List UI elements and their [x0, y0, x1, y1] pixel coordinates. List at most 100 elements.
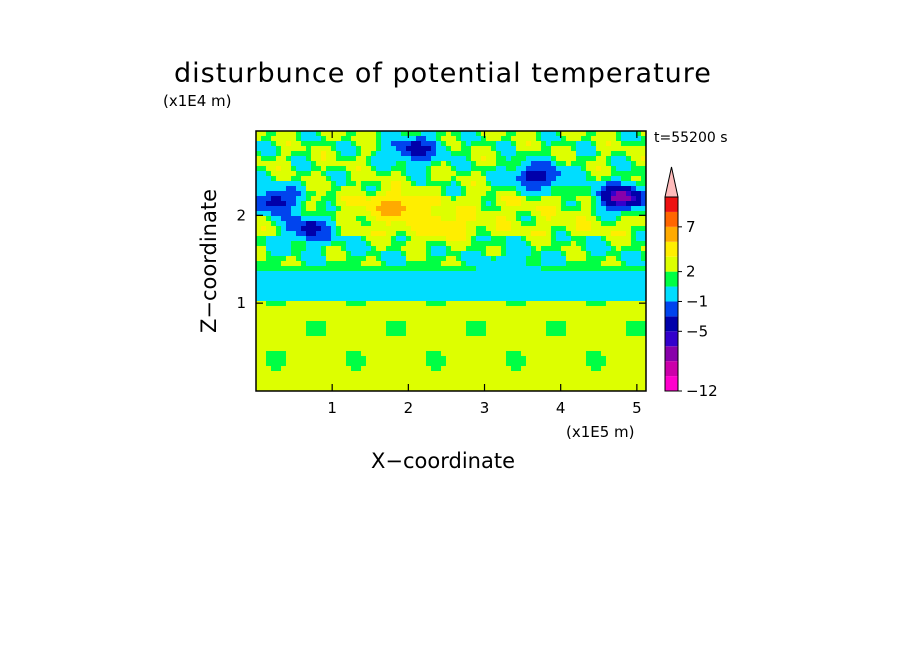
- field-cell: [641, 381, 646, 387]
- field-cell: [561, 271, 567, 277]
- field-cell: [556, 341, 562, 347]
- field-cell: [466, 191, 472, 197]
- field-cell: [321, 201, 327, 207]
- field-cell: [551, 366, 557, 372]
- field-cell: [531, 146, 537, 152]
- field-cell: [546, 311, 552, 317]
- field-cell: [386, 211, 392, 217]
- field-cell: [276, 386, 282, 391]
- field-cell: [301, 246, 307, 252]
- field-cell: [401, 271, 407, 277]
- field-cell: [551, 191, 557, 197]
- field-cell: [521, 321, 527, 327]
- field-cell: [466, 351, 472, 357]
- field-cell: [316, 206, 322, 212]
- field-cell: [486, 321, 492, 327]
- field-cell: [576, 191, 582, 197]
- field-cell: [456, 256, 462, 262]
- field-cell: [336, 291, 342, 297]
- field-cell: [296, 321, 302, 327]
- field-cell: [581, 286, 587, 292]
- field-cell: [636, 161, 642, 167]
- field-cell: [416, 356, 422, 362]
- field-cell: [576, 286, 582, 292]
- field-cell: [276, 166, 282, 172]
- field-cell: [351, 371, 357, 377]
- field-cell: [406, 311, 412, 317]
- field-cell: [311, 346, 317, 352]
- field-cell: [596, 296, 602, 302]
- field-cell: [286, 181, 292, 187]
- field-cell: [301, 191, 307, 197]
- field-cell: [641, 256, 646, 262]
- field-cell: [546, 221, 552, 227]
- field-cell: [476, 201, 482, 207]
- field-cell: [356, 346, 362, 352]
- field-cell: [601, 341, 607, 347]
- field-cell: [416, 251, 422, 257]
- field-cell: [426, 226, 432, 232]
- field-cell: [276, 311, 282, 317]
- field-cell: [541, 381, 547, 387]
- field-cell: [456, 261, 462, 267]
- field-cell: [601, 371, 607, 377]
- field-cell: [461, 251, 467, 257]
- field-cell: [536, 301, 542, 307]
- field-cell: [371, 151, 377, 157]
- field-cell: [586, 266, 592, 272]
- field-cell: [501, 131, 507, 137]
- field-cell: [346, 291, 352, 297]
- field-cell: [316, 151, 322, 157]
- field-cell: [636, 351, 642, 357]
- field-cell: [561, 186, 567, 192]
- field-cell: [576, 346, 582, 352]
- field-cell: [336, 246, 342, 252]
- field-cell: [571, 166, 577, 172]
- field-cell: [351, 221, 357, 227]
- field-cell: [471, 191, 477, 197]
- field-cell: [566, 321, 572, 327]
- field-cell: [506, 261, 512, 267]
- field-cell: [256, 246, 262, 252]
- field-cell: [596, 156, 602, 162]
- field-cell: [611, 291, 617, 297]
- field-cell: [276, 301, 282, 307]
- field-cell: [406, 191, 412, 197]
- field-cell: [486, 386, 492, 391]
- field-cell: [576, 291, 582, 297]
- field-cell: [256, 331, 262, 337]
- field-cell: [621, 301, 627, 307]
- field-cell: [506, 336, 512, 342]
- field-cell: [376, 296, 382, 302]
- field-cell: [336, 341, 342, 347]
- field-cell: [311, 171, 317, 177]
- field-cell: [346, 141, 352, 147]
- field-cell: [461, 331, 467, 337]
- field-cell: [566, 156, 572, 162]
- field-cell: [581, 206, 587, 212]
- field-cell: [581, 351, 587, 357]
- field-cell: [311, 371, 317, 377]
- field-cell: [511, 191, 517, 197]
- field-cell: [441, 311, 447, 317]
- field-cell: [491, 376, 497, 382]
- field-cell: [346, 356, 352, 362]
- field-cell: [431, 281, 437, 287]
- field-cell: [546, 291, 552, 297]
- field-cell: [356, 306, 362, 312]
- field-cell: [496, 156, 502, 162]
- field-cell: [346, 171, 352, 177]
- field-cell: [256, 326, 262, 332]
- field-cell: [506, 376, 512, 382]
- plot-frame: [255, 130, 647, 392]
- field-cell: [581, 361, 587, 367]
- field-cell: [511, 261, 517, 267]
- field-cell: [586, 271, 592, 277]
- field-cell: [426, 381, 432, 387]
- field-cell: [501, 286, 507, 292]
- field-cell: [441, 201, 447, 207]
- field-cell: [296, 371, 302, 377]
- field-cell: [391, 341, 397, 347]
- field-cell: [346, 251, 352, 257]
- field-cell: [451, 201, 457, 207]
